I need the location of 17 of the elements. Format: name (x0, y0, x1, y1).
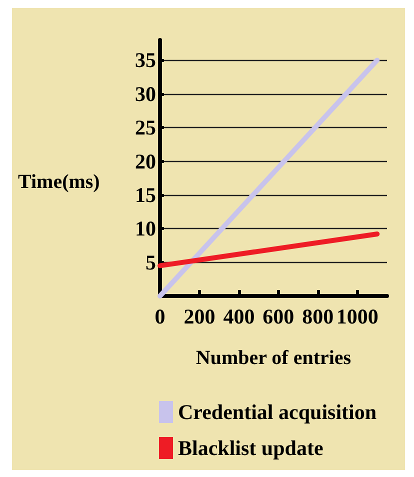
legend-label: Credential acquisition (178, 400, 377, 424)
y-tick-label: 10 (135, 216, 156, 241)
x-tick-label: 0 (154, 304, 166, 328)
y-tick-label: 35 (135, 48, 156, 72)
x-tick-label: 600 (262, 304, 294, 328)
y-tick-label: 25 (135, 116, 156, 140)
x-axis-title: Number of entries (196, 347, 352, 369)
y-tick-label: 30 (135, 82, 156, 106)
y-tick-label: 15 (135, 182, 156, 207)
x-tick-label: 800 (302, 304, 334, 328)
y-tick-label: 20 (135, 149, 156, 174)
y-axis-title: Time(ms) (18, 171, 100, 193)
x-tick-label: 1000 (336, 304, 378, 328)
y-tick-label: 5 (146, 250, 156, 274)
x-tick-label: 400 (223, 304, 255, 328)
x-tick-label: 200 (184, 304, 216, 328)
legend-label: Blacklist update (178, 436, 324, 460)
